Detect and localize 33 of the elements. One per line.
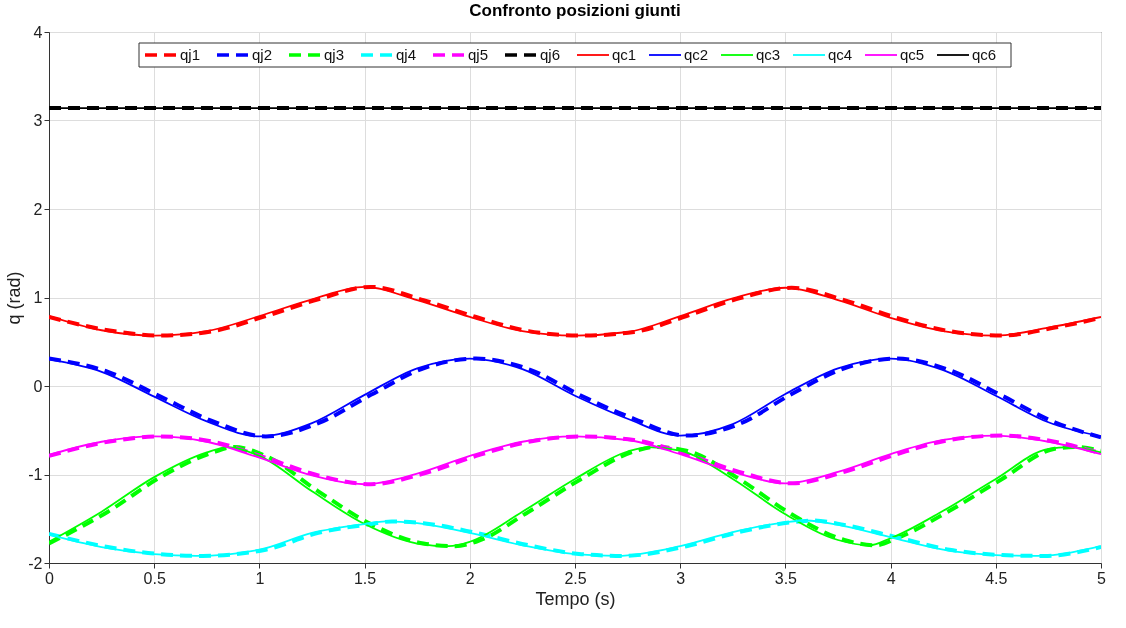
x-tick-label: 4 xyxy=(886,569,896,587)
x-axis-title: Tempo (s) xyxy=(535,588,616,609)
x-tick-label: 3.5 xyxy=(774,569,798,587)
legend-label: qj1 xyxy=(180,46,201,63)
x-tick-label: 3 xyxy=(676,569,686,587)
legend-label: qj5 xyxy=(468,46,489,63)
y-tick-label: 0 xyxy=(33,377,43,395)
x-tick-label: 2 xyxy=(465,569,475,587)
x-tick-label: 0.5 xyxy=(143,569,166,587)
chart-title: Confronto posizioni giunti xyxy=(469,1,681,20)
legend-label: qj2 xyxy=(252,46,273,63)
legend-label: qc6 xyxy=(972,46,997,63)
x-tick-label: 2.5 xyxy=(564,569,587,587)
legend-label: qc2 xyxy=(684,46,709,63)
y-tick-label: 3 xyxy=(33,112,43,129)
legend-label: qj6 xyxy=(540,46,561,63)
x-tick-label: 5 xyxy=(1097,569,1107,587)
y-tick-label: -2 xyxy=(28,554,43,572)
legend-label: qc3 xyxy=(756,46,781,63)
x-tick-label: 1.5 xyxy=(353,569,377,587)
x-tick-label: 1 xyxy=(255,569,265,587)
legend-label: qc1 xyxy=(612,46,637,63)
y-tick-label: 4 xyxy=(33,23,43,41)
x-tick-label: 0 xyxy=(45,569,55,587)
y-tick-label: -1 xyxy=(28,466,43,483)
x-tick-label: 4.5 xyxy=(985,569,1008,587)
legend-label: qj4 xyxy=(396,46,417,63)
y-tick-label: 1 xyxy=(33,289,43,306)
legend-label: qj3 xyxy=(324,46,345,63)
legend-label: qc4 xyxy=(828,46,853,63)
y-tick-label: 2 xyxy=(33,200,43,218)
legend-label: qc5 xyxy=(900,46,925,63)
y-axis-title: q (rad) xyxy=(4,271,25,325)
